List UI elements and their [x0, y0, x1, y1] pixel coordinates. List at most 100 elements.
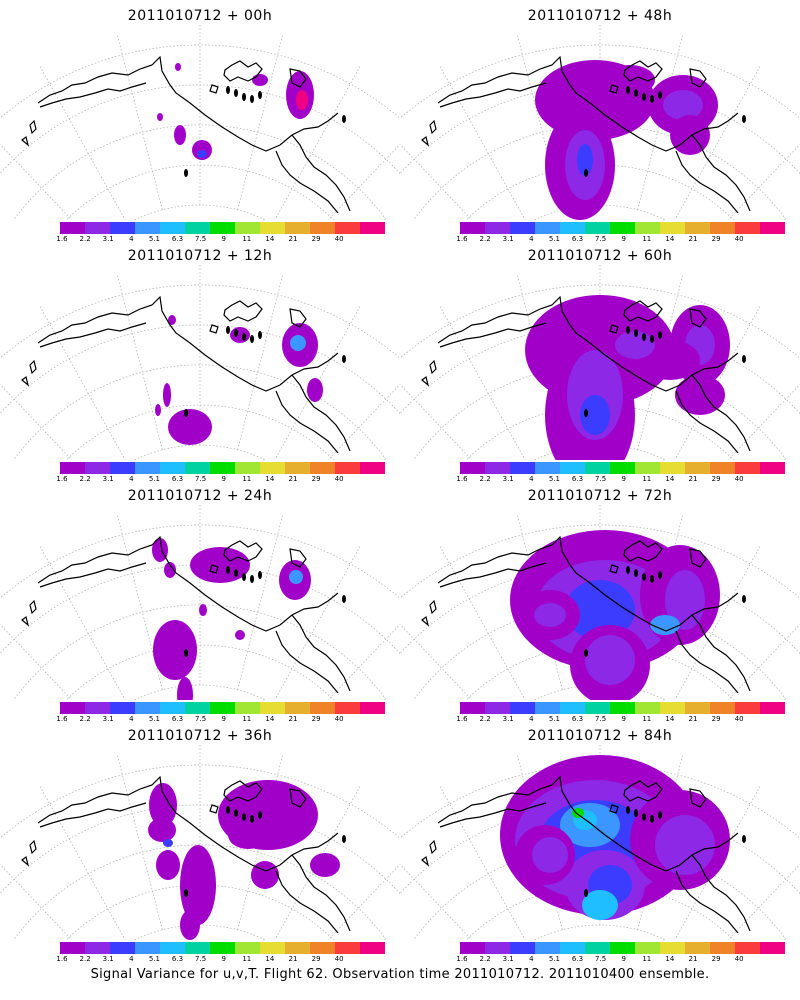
- meridian-line: [327, 863, 400, 940]
- meridian-line: [400, 180, 473, 220]
- coastline-segment: [21, 135, 30, 147]
- island: [342, 115, 346, 123]
- colorbar-label: 6.3: [171, 235, 184, 243]
- variance-contour: [156, 850, 180, 880]
- coastline-segment: [623, 300, 663, 322]
- coastline-segment: [289, 788, 307, 808]
- coastline: [21, 295, 351, 454]
- colorbar-swatch: [510, 702, 535, 714]
- map-panel-36h: 2011010712 + 36h 1.6 2.2 3.1 4 5.1 6.3 7.5 9 11 14…: [0, 720, 400, 963]
- colorbar: [460, 222, 785, 234]
- colorbar-label: 11: [642, 235, 652, 243]
- variance-contour: [199, 604, 207, 616]
- coastline-segment: [37, 55, 339, 152]
- meridian-line: [237, 515, 283, 690]
- island: [250, 815, 254, 823]
- colorbar-swatch: [585, 222, 610, 234]
- coastline-segment: [439, 82, 547, 108]
- colorbar-swatch: [560, 942, 585, 954]
- coastline-segment: [275, 150, 339, 214]
- colorbar-label: 9: [621, 955, 626, 963]
- island: [242, 93, 246, 101]
- coastline-segment: [437, 295, 739, 392]
- coastline-segment: [29, 599, 37, 615]
- colorbar: [60, 702, 385, 714]
- island: [226, 566, 230, 574]
- colorbar-label: 4: [129, 715, 134, 723]
- island: [650, 815, 654, 823]
- colorbar-label: 3.1: [502, 235, 514, 243]
- coastline-segment: [437, 535, 739, 632]
- meridian-line: [727, 660, 800, 700]
- variance-field: [525, 295, 730, 460]
- variance-contour: [670, 115, 710, 155]
- colorbar-swatch: [135, 942, 160, 954]
- colorbar-labels: 1.6 2.2 3.1 4 5.1 6.3 7.5 9 11 14 21 29 40: [56, 235, 360, 245]
- polar-map-12h: [0, 265, 400, 460]
- coastline-segment: [421, 135, 430, 147]
- island: [642, 573, 646, 581]
- colorbar-swatch: [485, 222, 510, 234]
- colorbar-swatch: [660, 942, 685, 954]
- coastline: [21, 775, 351, 934]
- map-panel-12h: 2011010712 + 12h 1.6 2.2 3.1 4 5.1 6.3 7.5 9 11 14…: [0, 240, 400, 483]
- colorbar-label: 11: [642, 475, 652, 483]
- colorbar-label: 14: [665, 475, 675, 483]
- island: [626, 806, 630, 814]
- colorbar-swatch: [160, 942, 185, 954]
- colorbar-labels: 1.6 2.2 3.1 4 5.1 6.3 7.5 9 11 14 21 29 40: [456, 715, 760, 725]
- coastline-segment: [439, 322, 547, 348]
- colorbar-label: 29: [711, 235, 721, 243]
- coastline-segment: [429, 359, 437, 375]
- island: [642, 93, 646, 101]
- colorbar-label: 5.1: [148, 475, 160, 483]
- island: [242, 333, 246, 341]
- colorbar-label: 6.3: [571, 955, 584, 963]
- colorbar-swatch: [360, 942, 385, 954]
- variance-contour: [580, 395, 610, 435]
- latitude-line: [13, 364, 387, 460]
- coastline-segment: [289, 548, 307, 568]
- colorbar-label: 21: [688, 475, 698, 483]
- colorbar-label: 4: [529, 955, 534, 963]
- colorbar-swatch: [260, 222, 285, 234]
- coastline-segment: [289, 68, 307, 88]
- polar-map-48h: [400, 25, 800, 220]
- colorbar-label: 3.1: [102, 955, 114, 963]
- colorbar-swatch: [535, 942, 560, 954]
- colorbar-label: 9: [621, 475, 626, 483]
- colorbar-swatch: [510, 462, 535, 474]
- polar-map-36h: [0, 745, 400, 940]
- colorbar-swatch: [285, 222, 310, 234]
- island: [742, 115, 746, 123]
- variance-contour: [650, 615, 680, 635]
- colorbar-swatch: [110, 222, 135, 234]
- variance-contour: [532, 837, 568, 873]
- coastline-segment: [21, 375, 30, 387]
- colorbar-label: 5.1: [548, 715, 560, 723]
- colorbar-swatch: [335, 942, 360, 954]
- colorbar-label: 7.5: [595, 235, 607, 243]
- colorbar-labels: 1.6 2.2 3.1 4 5.1 6.3 7.5 9 11 14 21 29 40: [456, 955, 760, 965]
- colorbar-label: 11: [242, 235, 252, 243]
- meridian-line: [0, 420, 73, 460]
- colorbar-swatch: [460, 942, 485, 954]
- colorbar-swatch: [685, 702, 710, 714]
- variance-contour: [157, 113, 163, 121]
- latitude-line: [133, 924, 267, 940]
- colorbar-label: 7.5: [195, 475, 207, 483]
- coastline-segment: [675, 150, 739, 214]
- colorbar-swatch: [735, 462, 760, 474]
- colorbar-swatch: [635, 942, 660, 954]
- variance-contour: [230, 327, 250, 343]
- meridian-line: [327, 420, 400, 460]
- colorbar-swatch: [135, 462, 160, 474]
- colorbar-label: 5.1: [548, 235, 560, 243]
- colorbar-label: 3.1: [502, 955, 514, 963]
- colorbar-label: 21: [288, 235, 298, 243]
- coastline-segment: [275, 630, 339, 694]
- colorbar-swatch: [310, 702, 335, 714]
- coastline-segment: [689, 788, 707, 808]
- colorbar-swatch: [610, 942, 635, 954]
- colorbar-swatch: [510, 222, 535, 234]
